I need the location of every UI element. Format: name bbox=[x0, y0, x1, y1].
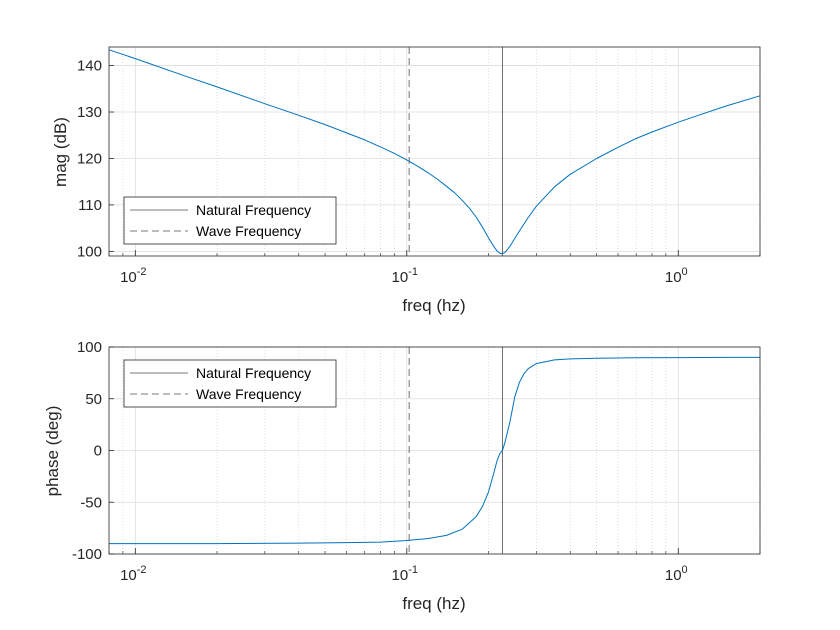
phase-x-tick-label: 10-2 bbox=[120, 564, 146, 584]
phase-series bbox=[109, 356, 760, 545]
phase-plot: 100 50 0 -50 -100 10-2 10-1 100 freq (hz) phas… bbox=[43, 339, 761, 613]
phase-y-tick-label: 50 bbox=[85, 391, 102, 408]
phase-y-tick-labels: 100 50 0 -50 -100 bbox=[72, 339, 102, 563]
magnitude-y-tick-label: 120 bbox=[77, 150, 102, 167]
magnitude-x-axis-label: freq (hz) bbox=[402, 296, 465, 315]
legend-wave-frequency-label: Wave Frequency bbox=[196, 386, 301, 402]
phase-x-tick-label: 10-1 bbox=[392, 564, 418, 584]
magnitude-legend: Natural Frequency Wave Frequency bbox=[123, 196, 337, 245]
magnitude-y-tick-label: 130 bbox=[77, 104, 102, 121]
phase-y-axis-label: phase (deg) bbox=[43, 406, 62, 497]
magnitude-y-tick-label: 100 bbox=[77, 243, 102, 260]
magnitude-x-tick-labels: 10-2 10-1 100 bbox=[120, 266, 688, 286]
legend-wave-frequency-label: Wave Frequency bbox=[196, 223, 301, 239]
phase-y-tick-label: 100 bbox=[77, 339, 102, 356]
magnitude-series bbox=[108, 49, 761, 255]
phase-x-tick-label: 100 bbox=[665, 564, 688, 584]
magnitude-reference-lines bbox=[408, 47, 503, 256]
legend-natural-frequency-label: Natural Frequency bbox=[196, 365, 311, 381]
magnitude-x-tick-label: 10-1 bbox=[392, 266, 418, 286]
magnitude-x-tick-label: 10-2 bbox=[120, 266, 146, 286]
legend-natural-frequency-label: Natural Frequency bbox=[196, 202, 311, 218]
magnitude-y-tick-label: 110 bbox=[78, 197, 102, 214]
phase-x-axis-label: freq (hz) bbox=[402, 594, 465, 613]
magnitude-axes-box bbox=[108, 46, 761, 257]
magnitude-y-axis-label: mag (dB) bbox=[51, 117, 70, 187]
magnitude-x-tick-label: 100 bbox=[665, 266, 688, 286]
magnitude-legend-box bbox=[123, 196, 337, 245]
phase-x-tick-labels: 10-2 10-1 100 bbox=[120, 564, 688, 584]
phase-phase-curve bbox=[109, 356, 760, 545]
magnitude-plot: 100 110 120 130 140 10-2 10-1 100 freq (hz) ma… bbox=[51, 46, 761, 315]
phase-y-tick-label: -100 bbox=[72, 546, 102, 563]
phase-legend: Natural Frequency Wave Frequency bbox=[123, 359, 337, 408]
magnitude-y-tick-label: 140 bbox=[77, 58, 102, 75]
phase-tick-marks bbox=[108, 346, 761, 555]
magnitude-y-tick-labels: 100 110 120 130 140 bbox=[77, 58, 102, 261]
phase-y-tick-label: -50 bbox=[80, 494, 102, 511]
phase-legend-box bbox=[123, 359, 337, 408]
phase-y-tick-label: 0 bbox=[94, 443, 102, 460]
magnitude-tick-marks bbox=[108, 65, 761, 256]
magnitude-magnitude-curve bbox=[108, 49, 761, 255]
